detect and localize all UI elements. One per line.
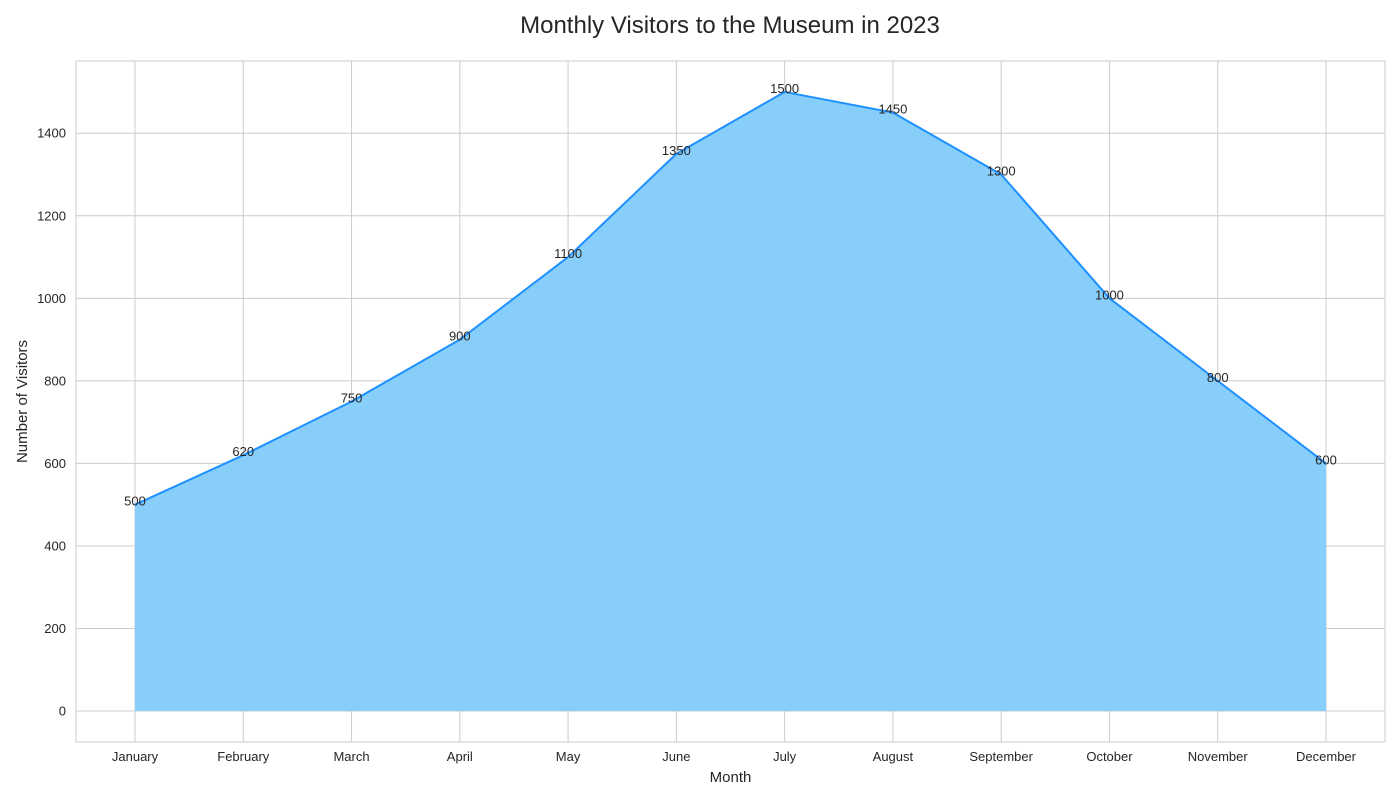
y-tick-label: 600 [44,456,66,471]
plot-frame [75,60,1386,743]
data-label: 1450 [878,102,907,117]
data-label: 1350 [662,143,691,158]
y-tick-label: 200 [44,621,66,636]
data-label: 750 [341,391,363,406]
x-tick-label: May [556,749,581,764]
y-tick-label: 1000 [37,291,66,306]
data-label: 1100 [554,246,582,261]
y-tick-label: 800 [44,373,66,388]
data-labels-layer: 500 620 750 900 1100 1350 1500 1450 1300 1000 800 6… [124,81,1337,509]
data-label: 1000 [1095,287,1124,302]
area-fill [135,91,1326,712]
x-axis-label: Month [710,769,752,786]
chart-title: Monthly Visitors to the Museum in 2023 [520,12,940,39]
x-tick-label: February [217,749,270,764]
x-tick-label: January [112,749,159,764]
area-layer [134,90,1327,712]
series-line [134,90,1327,506]
x-tick-label: June [662,749,690,764]
data-label: 500 [124,494,146,509]
x-tick-label: April [447,749,473,764]
data-label: 600 [1315,452,1337,467]
x-tick-label: September [969,749,1033,764]
y-tick-label: 0 [59,704,66,719]
data-label: 1300 [987,164,1016,179]
data-label: 800 [1207,370,1229,385]
ticks-layer: 0 200 400 600 800 1000 1200 1400 January February… [37,126,1357,764]
x-tick-label: July [773,749,797,764]
x-tick-label: November [1188,749,1249,764]
x-tick-label: December [1296,749,1357,764]
y-tick-label: 1200 [37,208,66,223]
data-label: 900 [449,329,471,344]
x-tick-label: October [1086,749,1133,764]
data-label: 620 [232,444,254,459]
y-tick-label: 1400 [37,126,66,141]
data-label: 1500 [770,81,799,96]
x-tick-label: August [873,749,914,764]
y-tick-label: 400 [44,538,66,553]
x-tick-label: March [333,749,369,764]
y-axis-label: Number of Visitors [14,340,31,463]
